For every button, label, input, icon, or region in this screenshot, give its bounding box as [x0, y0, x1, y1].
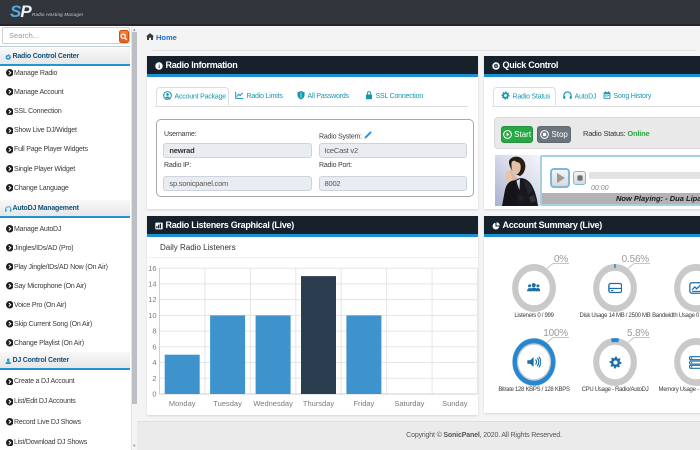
svg-text:0: 0	[152, 390, 156, 399]
svg-text:i: i	[158, 64, 160, 70]
svg-text:6: 6	[152, 342, 156, 351]
svg-text:2: 2	[152, 374, 156, 383]
svg-text:Sunday: Sunday	[442, 399, 468, 408]
svg-text:12: 12	[148, 295, 156, 304]
svg-text:Friday: Friday	[353, 399, 374, 408]
svg-text:10: 10	[148, 311, 156, 320]
svg-text:8: 8	[152, 327, 156, 336]
svg-text:Wednesday: Wednesday	[253, 399, 293, 408]
svg-text:16: 16	[148, 264, 156, 273]
svg-text:Thursday: Thursday	[303, 399, 335, 408]
svg-text:Monday: Monday	[169, 399, 196, 408]
svg-text:Tuesday: Tuesday	[213, 399, 242, 408]
svg-text:4: 4	[152, 358, 156, 367]
svg-text:14: 14	[148, 280, 156, 289]
svg-text:Saturday: Saturday	[394, 399, 424, 408]
